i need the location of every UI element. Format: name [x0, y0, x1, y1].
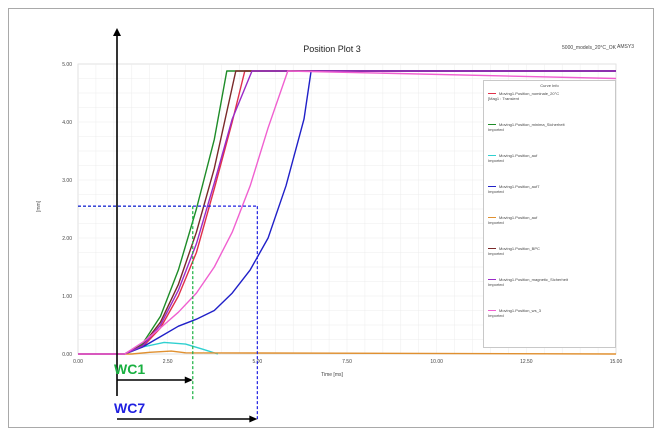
x-axis-label: Time [ms] [321, 372, 343, 378]
y-tick-label: 1.00 [62, 294, 72, 300]
y-tick-label: 3.00 [62, 178, 72, 184]
legend-entry-3: Moving1.Position_auf Imported [488, 153, 611, 184]
legend-swatch [488, 279, 496, 281]
chart-frame [8, 8, 654, 428]
legend: Curve Info Moving1.Position_nominale_20°… [483, 80, 616, 348]
legend-series-name: Moving1.Position_auf7 [499, 184, 540, 189]
annotation-label-wc7: WC7 [114, 400, 145, 416]
legend-entry-2: Moving1.Position_minima_Sicherheit Import… [488, 122, 611, 153]
legend-series-detail: Imported [488, 282, 504, 287]
plot-id-label: AMSY3 [617, 44, 634, 50]
legend-series-name: Moving1.Position_auf [499, 215, 538, 220]
legend-entry-5: Moving1.Position_auf Imported [488, 215, 611, 246]
legend-entry-6: Moving1.Position_BPC Imported [488, 246, 611, 277]
annotation-arrowhead-wc1 [184, 376, 193, 384]
legend-series-detail: Imported [488, 127, 504, 132]
chart-title: Position Plot 3 [303, 44, 361, 54]
legend-series-name: Moving1.Position_auf [499, 153, 538, 158]
legend-swatch [488, 217, 496, 219]
legend-series-detail: Imported [488, 251, 504, 256]
y-tick-label: 4.00 [62, 120, 72, 126]
legend-series-detail: [Mag1 : Transient [488, 96, 519, 101]
legend-swatch [488, 93, 496, 95]
legend-series-detail: Imported [488, 313, 504, 318]
legend-entry-8: Moving1.Position_ws_3 Imported [488, 308, 611, 339]
legend-series-name: Moving1.Position_magnetic_Sicherheit [499, 277, 568, 282]
legend-series-name: Moving1.Position_ws_3 [499, 308, 542, 313]
legend-swatch [488, 248, 496, 250]
model-label: 5000_models_20°C_OK [562, 45, 616, 51]
x-tick-label: 15.00 [610, 359, 623, 365]
black-arrow-head [113, 28, 121, 36]
legend-series-detail: Imported [488, 220, 504, 225]
legend-entry-1: Moving1.Position_nominale_20°C [Mag1 : Tr… [488, 91, 611, 122]
x-tick-label: 12.50 [520, 359, 533, 365]
y-tick-label: 2.00 [62, 236, 72, 242]
legend-title: Curve Info [540, 83, 559, 88]
series-line-8 [78, 70, 617, 355]
legend-series-name: Moving1.Position_minima_Sicherheit [499, 122, 565, 127]
legend-series-name: Moving1.Position_BPC [499, 246, 540, 251]
annotation-arrowhead-wc7 [249, 415, 258, 423]
legend-swatch [488, 310, 496, 312]
legend-swatch [488, 155, 496, 157]
series-line-4 [78, 70, 616, 355]
annotation-label-wc1: WC1 [114, 361, 145, 377]
legend-series-name: Moving1.Position_nominale_20°C [499, 91, 560, 96]
x-tick-label: 0.00 [73, 359, 83, 365]
y-tick-label: 5.00 [62, 62, 72, 68]
legend-swatch [488, 124, 496, 126]
y-tick-label: 0.00 [62, 352, 72, 358]
series-line-7 [78, 70, 616, 355]
legend-entry-4: Moving1.Position_auf7 Imported [488, 184, 611, 215]
legend-series-detail: Imported [488, 189, 504, 194]
legend-series-detail: Imported [488, 158, 504, 163]
legend-entry-7: Moving1.Position_magnetic_Sicherheit Impo… [488, 277, 611, 308]
legend-swatch [488, 186, 496, 188]
x-tick-label: 10.00 [430, 359, 443, 365]
x-tick-label: 2.50 [163, 359, 173, 365]
x-tick-label: 7.50 [342, 359, 352, 365]
